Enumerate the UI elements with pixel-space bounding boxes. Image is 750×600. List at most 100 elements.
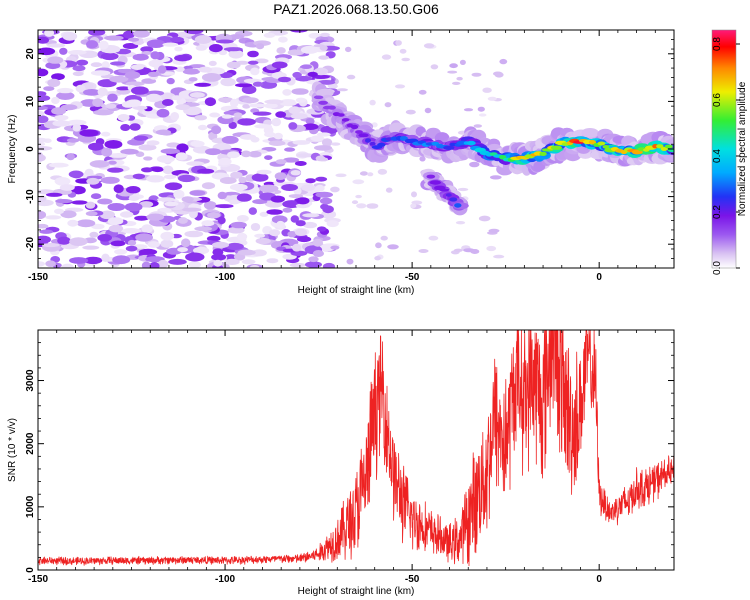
noise-blob <box>369 99 376 106</box>
noise-blob <box>205 148 222 156</box>
snr-ylabel: SNR (10 * v/v) <box>7 418 18 482</box>
noise-blob <box>174 46 183 52</box>
secondary-track-core <box>426 174 436 179</box>
snr-series-line <box>38 330 674 567</box>
noise-blob <box>295 220 306 227</box>
noise-blob <box>269 229 281 237</box>
noise-blob <box>330 142 341 146</box>
colorbar-ticks: 0.0 0.2 0.4 0.6 0.8 <box>712 37 740 275</box>
noise-blob <box>447 70 458 74</box>
noise-blob <box>108 153 128 158</box>
colorbar-tick-label: 0.0 <box>712 261 723 275</box>
noise-blob <box>209 44 223 53</box>
noise-blob <box>275 159 287 165</box>
noise-blob <box>336 88 348 92</box>
noise-blob <box>317 226 327 232</box>
noise-blob <box>141 224 153 234</box>
noise-blob <box>227 226 245 234</box>
colorbar: 0.0 0.2 0.4 0.6 0.8 Normalized spectral ampl… <box>711 29 748 275</box>
noise-blob <box>229 183 248 191</box>
noise-blob <box>97 87 108 97</box>
noise-blob <box>469 161 480 168</box>
noise-blob <box>248 103 266 108</box>
noise-blob <box>278 36 288 43</box>
noise-blob <box>38 36 49 44</box>
noise-blob <box>38 210 47 220</box>
noise-blob <box>310 135 325 142</box>
noise-blob <box>67 219 79 227</box>
noise-blob <box>290 30 308 33</box>
noise-blob <box>88 142 104 151</box>
noise-blob <box>160 231 175 241</box>
noise-blob <box>93 109 113 116</box>
noise-blob <box>221 114 233 119</box>
noise-blob <box>195 45 207 51</box>
noise-blob <box>211 253 227 261</box>
noise-blob <box>44 30 55 37</box>
signal-track-core <box>355 130 363 134</box>
noise-blob <box>51 107 67 115</box>
noise-blob <box>305 178 316 184</box>
colorbar-tick-label: 0.2 <box>712 205 723 219</box>
noise-blob <box>453 248 463 252</box>
noise-blob <box>131 86 149 95</box>
colorbar-tick-label: 0.4 <box>712 149 723 163</box>
noise-blob <box>56 87 74 94</box>
signal-track-core <box>318 100 328 105</box>
signal-track-core <box>443 145 455 150</box>
noise-blob <box>101 253 110 262</box>
noise-blob <box>132 105 148 110</box>
noise-blob <box>90 193 102 200</box>
noise-blob <box>237 232 248 241</box>
noise-blob <box>281 184 298 191</box>
noise-blob <box>275 111 287 118</box>
noise-blob <box>241 259 256 265</box>
noise-blob <box>264 103 278 109</box>
signal-track-core <box>365 138 371 143</box>
noise-blob <box>120 124 131 131</box>
noise-blob <box>201 182 216 190</box>
noise-blob <box>155 129 172 136</box>
noise-blob <box>255 43 265 50</box>
noise-blob <box>287 231 297 238</box>
noise-blob <box>263 32 276 38</box>
noise-blob <box>164 201 179 207</box>
noise-blob <box>109 75 129 83</box>
noise-blob <box>478 113 487 117</box>
noise-blob <box>128 196 140 201</box>
noise-blob <box>47 56 64 64</box>
noise-blob <box>355 194 362 199</box>
noise-blob <box>38 235 51 244</box>
noise-blob <box>301 184 315 192</box>
noise-blob <box>138 248 158 255</box>
noise-blob <box>230 98 239 108</box>
noise-blob <box>67 119 87 126</box>
noise-blob <box>43 86 55 91</box>
spectrogram-ytick-label: 20 <box>25 48 36 60</box>
noise-blob <box>189 92 205 98</box>
snr-xtick-label: -100 <box>215 574 235 585</box>
noise-blob <box>288 106 301 115</box>
noise-blob <box>296 153 316 158</box>
noise-blob <box>305 118 315 125</box>
noise-blob <box>273 132 283 140</box>
noise-blob <box>213 259 223 267</box>
noise-blob <box>51 73 65 81</box>
noise-blob <box>151 167 164 173</box>
noise-blob <box>250 136 260 143</box>
noise-blob <box>489 175 502 180</box>
noise-blob <box>457 187 469 192</box>
noise-blob <box>218 49 228 56</box>
noise-blob <box>177 174 196 183</box>
signal-track-core <box>660 147 668 151</box>
noise-blob <box>452 81 461 85</box>
noise-blob <box>59 184 75 191</box>
noise-blob <box>130 64 144 70</box>
colorbar-label: Normalized spectral amplitude <box>737 81 748 216</box>
noise-blob <box>499 58 508 65</box>
colorbar-tick-label: 0.8 <box>712 37 723 51</box>
noise-blob <box>223 47 243 52</box>
noise-blob <box>259 211 269 217</box>
secondary-track-core <box>449 197 458 202</box>
